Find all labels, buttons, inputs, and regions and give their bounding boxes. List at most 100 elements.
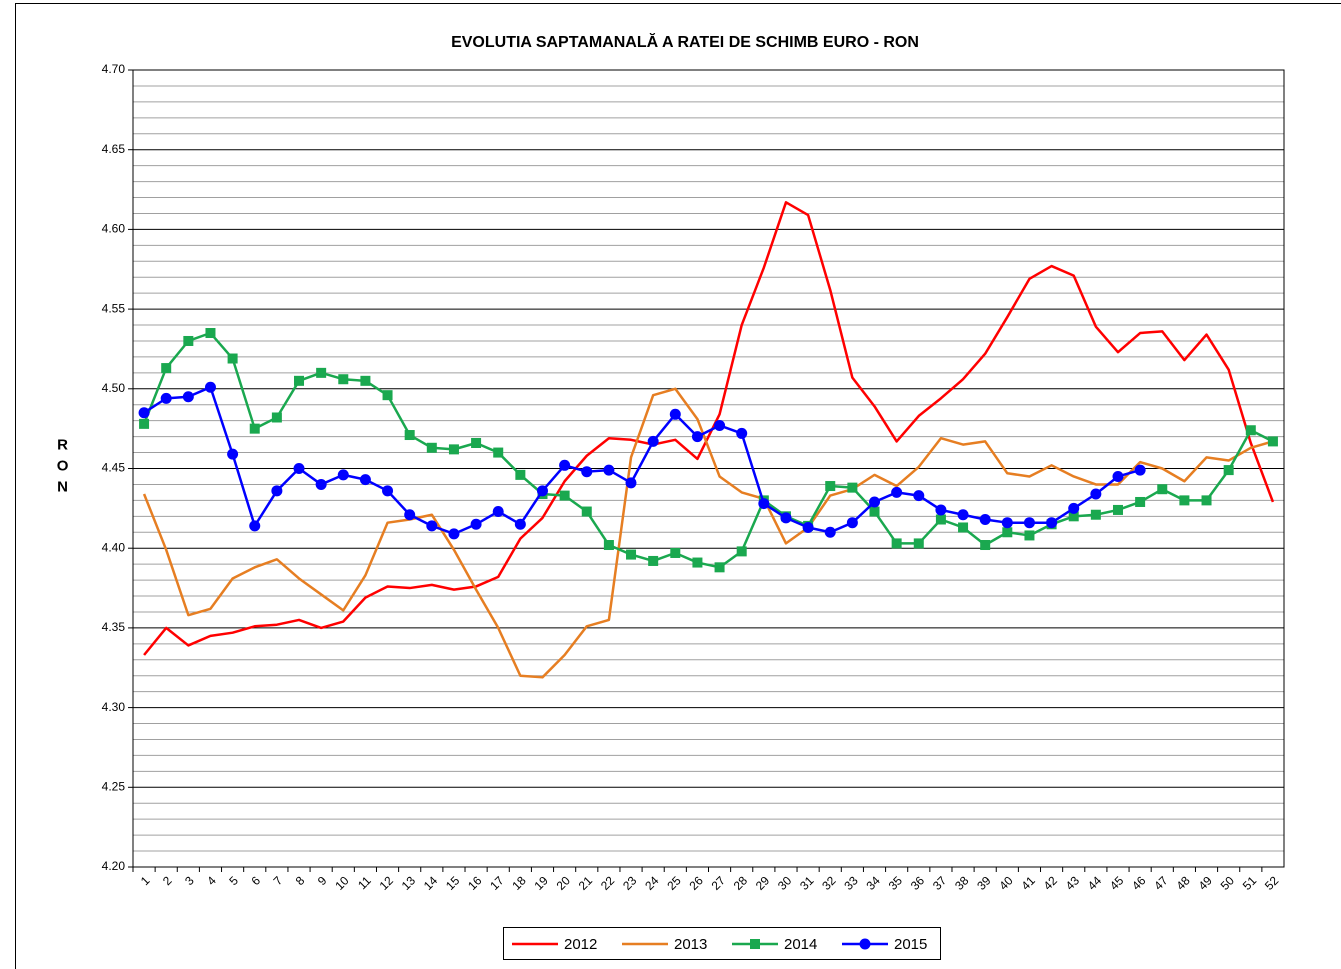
- marker: [935, 504, 947, 516]
- marker: [758, 498, 770, 510]
- marker: [359, 474, 371, 486]
- y-tick-label: 4.65: [102, 142, 126, 156]
- marker: [1112, 504, 1123, 515]
- grid: [133, 69, 1284, 868]
- marker: [847, 482, 858, 493]
- marker: [825, 481, 836, 492]
- marker: [492, 506, 504, 518]
- legend-label: 2012: [564, 936, 597, 953]
- marker: [691, 431, 703, 443]
- marker: [824, 526, 836, 538]
- marker: [404, 509, 416, 521]
- marker: [1024, 530, 1035, 541]
- marker: [1068, 511, 1079, 522]
- marker: [382, 485, 394, 497]
- marker: [603, 464, 615, 476]
- marker: [979, 514, 991, 526]
- marker: [692, 557, 703, 568]
- marker: [337, 469, 349, 481]
- marker: [626, 549, 637, 560]
- y-tick-label: 4.70: [102, 62, 126, 76]
- marker: [360, 375, 371, 386]
- marker: [316, 367, 327, 378]
- marker: [471, 437, 482, 448]
- marker: [1134, 464, 1146, 476]
- y-tick-label: 4.45: [102, 461, 126, 475]
- series-line: [142, 331, 1274, 569]
- y-tick-label: 4.55: [102, 301, 126, 315]
- marker: [536, 485, 548, 497]
- marker: [1090, 509, 1101, 520]
- marker: [736, 427, 748, 439]
- y-tick-label: 4.50: [102, 381, 126, 395]
- series-line: [143, 201, 1275, 656]
- chart-frame: [15, 3, 1341, 969]
- marker: [846, 517, 858, 529]
- marker: [869, 506, 880, 517]
- marker: [249, 423, 260, 434]
- y-tick-label: 4.25: [102, 779, 126, 793]
- marker: [515, 469, 526, 480]
- legend-label: 2014: [784, 936, 817, 953]
- marker: [448, 528, 460, 540]
- marker: [1245, 425, 1256, 436]
- marker: [802, 521, 814, 533]
- marker: [559, 490, 570, 501]
- marker: [859, 938, 871, 950]
- marker: [293, 463, 305, 474]
- marker: [957, 509, 969, 521]
- legend-label: 2015: [894, 936, 927, 953]
- y-tick-label: 4.35: [102, 620, 126, 634]
- marker: [426, 442, 437, 453]
- marker: [891, 486, 903, 498]
- marker: [1046, 517, 1058, 529]
- y-tick-label: 4.20: [102, 859, 126, 873]
- marker: [204, 381, 216, 393]
- marker: [205, 328, 216, 339]
- marker: [669, 408, 681, 420]
- marker: [161, 363, 172, 374]
- series-line: [142, 387, 1274, 679]
- marker: [404, 430, 415, 441]
- marker: [581, 466, 593, 478]
- marker: [493, 447, 504, 458]
- marker: [426, 520, 438, 532]
- marker: [1023, 517, 1035, 529]
- marker: [294, 375, 305, 386]
- legend-label: 2013: [674, 936, 707, 953]
- marker: [271, 412, 282, 423]
- marker: [182, 391, 194, 403]
- marker: [603, 540, 614, 551]
- marker: [1068, 502, 1080, 514]
- marker: [1112, 470, 1124, 482]
- series: [138, 201, 1278, 679]
- marker: [249, 520, 261, 532]
- marker: [448, 444, 459, 455]
- marker: [1090, 488, 1102, 500]
- marker: [271, 485, 283, 497]
- marker: [869, 496, 881, 508]
- y-axis-label: RON: [54, 437, 71, 500]
- marker: [382, 390, 393, 401]
- marker: [1001, 517, 1013, 529]
- marker: [780, 512, 792, 524]
- marker: [1223, 465, 1234, 476]
- marker: [913, 538, 924, 549]
- marker: [714, 419, 726, 431]
- marker: [227, 353, 238, 364]
- marker: [625, 477, 637, 489]
- y-tick-label: 4.30: [102, 700, 126, 714]
- series-line: [143, 385, 1141, 536]
- marker: [138, 407, 150, 419]
- marker: [1135, 496, 1146, 507]
- marker: [913, 490, 925, 502]
- marker: [139, 418, 150, 429]
- marker: [183, 335, 194, 346]
- marker: [670, 547, 681, 558]
- marker: [338, 374, 349, 385]
- marker: [750, 939, 760, 949]
- marker: [1157, 484, 1168, 495]
- marker: [935, 514, 946, 525]
